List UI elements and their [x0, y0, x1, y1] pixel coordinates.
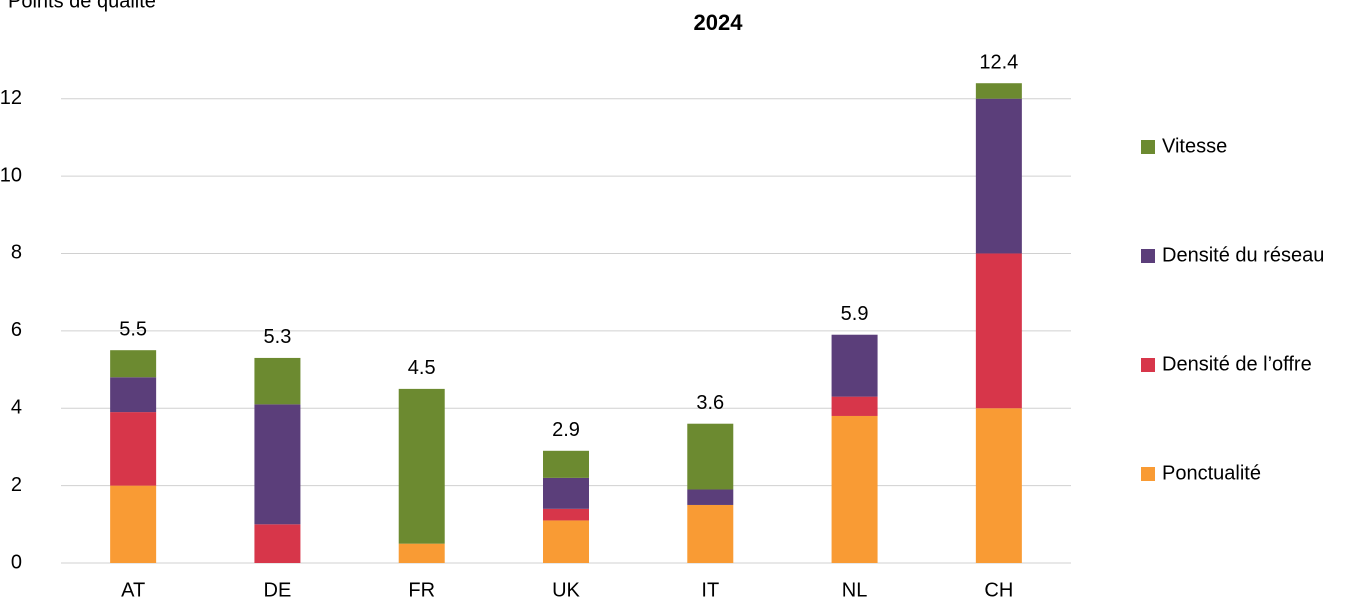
- x-tick-label: NL: [842, 579, 868, 601]
- bar-segment: [543, 477, 589, 509]
- legend-swatch: [1141, 358, 1155, 372]
- y-tick-label: 8: [11, 242, 22, 264]
- bar-segment: [110, 350, 157, 378]
- bar-segment: [543, 450, 589, 478]
- y-tick-label: 6: [11, 319, 22, 341]
- bar-segment: [831, 334, 878, 397]
- y-tick-label: 12: [0, 87, 22, 109]
- bar-segment: [398, 543, 445, 563]
- y-axis-label: Points de qualité: [8, 0, 156, 12]
- total-label: 3.6: [696, 392, 724, 414]
- chart-title: 2024: [694, 10, 744, 35]
- total-label: 5.9: [841, 303, 869, 325]
- bar-segment: [975, 253, 1022, 409]
- legend-swatch: [1141, 140, 1155, 154]
- bar-segment: [110, 412, 157, 486]
- bar-segment: [254, 524, 301, 563]
- legend-label: Densité de l’offre: [1162, 353, 1312, 375]
- legend-swatch: [1141, 249, 1155, 263]
- x-tick-label: DE: [264, 579, 292, 601]
- total-label: 5.5: [119, 318, 147, 340]
- bar-segment: [110, 377, 157, 413]
- bar-segment: [254, 357, 301, 405]
- bar-segment: [975, 408, 1022, 563]
- x-tick-label: FR: [408, 579, 435, 601]
- bar-segment: [831, 415, 878, 563]
- legend-label: Ponctualité: [1162, 462, 1261, 484]
- bar-segment: [110, 485, 157, 563]
- y-tick-label: 10: [0, 164, 22, 186]
- x-tick-label: IT: [701, 579, 719, 601]
- total-label: 12.4: [979, 51, 1018, 73]
- y-tick-label: 4: [11, 397, 22, 419]
- bar-segment: [975, 98, 1022, 254]
- x-tick-label: AT: [121, 579, 145, 601]
- bar-segment: [687, 423, 734, 490]
- total-label: 5.3: [264, 326, 292, 348]
- total-label: 4.5: [408, 357, 436, 379]
- bar-segment: [543, 520, 589, 563]
- bar-segment: [687, 489, 734, 505]
- y-tick-label: 2: [11, 474, 22, 496]
- y-tick-label: 0: [11, 551, 22, 573]
- bar-segment: [543, 508, 589, 521]
- bar-segment: [254, 404, 301, 525]
- legend-label: Densité du réseau: [1162, 244, 1324, 266]
- legend-swatch: [1141, 467, 1155, 481]
- bar-segment: [831, 396, 878, 416]
- x-tick-label: UK: [552, 579, 580, 601]
- bar-segment: [687, 504, 734, 563]
- total-label: 2.9: [552, 419, 580, 441]
- legend-label: Vitesse: [1162, 135, 1227, 157]
- bar-segment: [975, 83, 1022, 99]
- bar-segment: [398, 388, 445, 544]
- x-tick-label: CH: [984, 579, 1013, 601]
